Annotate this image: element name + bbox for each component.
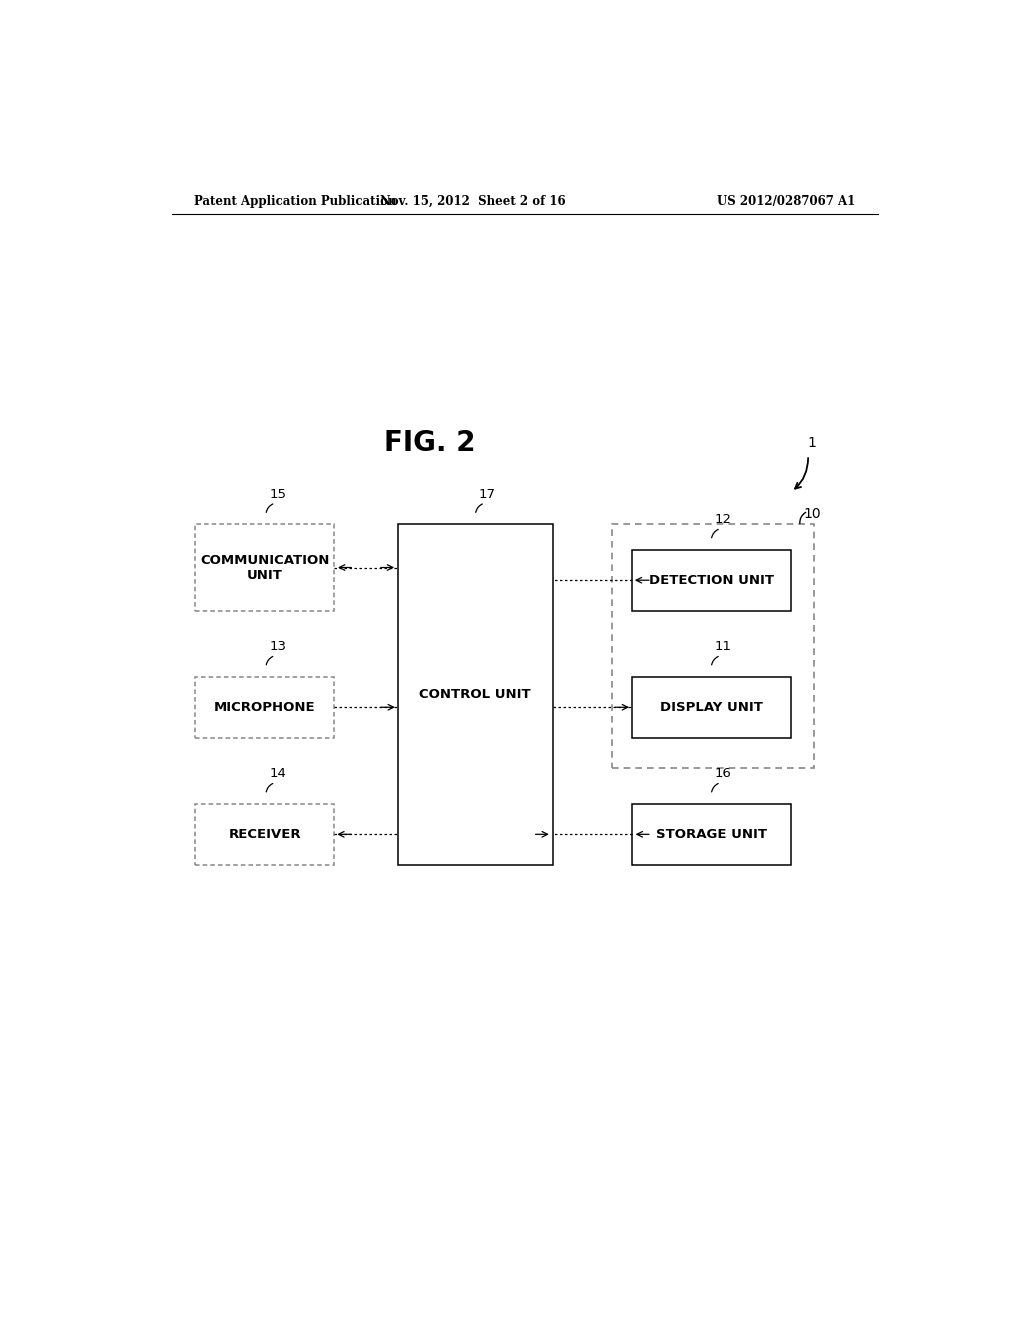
- Bar: [196, 524, 334, 611]
- Text: 12: 12: [715, 513, 732, 527]
- Text: 17: 17: [479, 488, 496, 500]
- Bar: [196, 677, 334, 738]
- Bar: [632, 804, 791, 865]
- Text: 15: 15: [269, 488, 287, 500]
- Text: 14: 14: [269, 767, 287, 780]
- Text: 11: 11: [715, 640, 732, 653]
- Text: Patent Application Publication: Patent Application Publication: [194, 194, 396, 207]
- Text: 13: 13: [269, 640, 287, 653]
- Bar: [196, 804, 334, 865]
- Text: FIG. 2: FIG. 2: [384, 429, 475, 457]
- Text: US 2012/0287067 A1: US 2012/0287067 A1: [718, 194, 856, 207]
- Text: DETECTION UNIT: DETECTION UNIT: [649, 574, 774, 586]
- Bar: [612, 524, 814, 768]
- Text: RECEIVER: RECEIVER: [228, 828, 301, 841]
- Text: Nov. 15, 2012  Sheet 2 of 16: Nov. 15, 2012 Sheet 2 of 16: [380, 194, 566, 207]
- Bar: [397, 524, 553, 865]
- Text: CONTROL UNIT: CONTROL UNIT: [420, 688, 531, 701]
- Text: 10: 10: [803, 507, 821, 521]
- Text: 1: 1: [808, 436, 816, 450]
- Text: DISPLAY UNIT: DISPLAY UNIT: [659, 701, 763, 714]
- Bar: [632, 677, 791, 738]
- Text: MICROPHONE: MICROPHONE: [214, 701, 315, 714]
- Bar: [632, 549, 791, 611]
- Text: 16: 16: [715, 767, 731, 780]
- Text: STORAGE UNIT: STORAGE UNIT: [655, 828, 767, 841]
- Text: COMMUNICATION
UNIT: COMMUNICATION UNIT: [201, 553, 330, 582]
